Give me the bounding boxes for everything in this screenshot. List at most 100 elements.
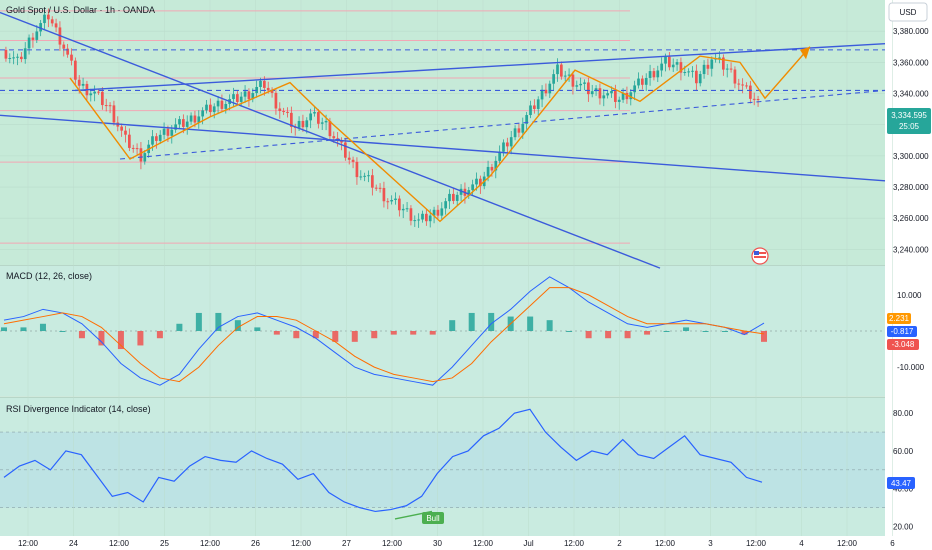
price-tick-label: 3,240.000	[893, 245, 929, 254]
candle-body	[305, 120, 309, 128]
candle-body	[648, 71, 652, 78]
candle-body	[641, 78, 644, 85]
time-axis[interactable]	[0, 536, 885, 550]
candle-body	[386, 201, 390, 203]
time-tick-label: 25	[160, 539, 169, 548]
candle-body	[162, 128, 166, 135]
price-tick-label: 3,260.000	[893, 214, 929, 223]
candle-body	[556, 64, 559, 75]
candle-body	[344, 142, 347, 158]
time-tick-label: 12:00	[564, 539, 585, 548]
macd-histogram-bar	[761, 331, 767, 342]
candle-body	[533, 105, 536, 109]
candle-body	[563, 75, 567, 77]
candle-body	[16, 56, 19, 58]
macd-histogram-bar	[624, 331, 631, 339]
candle-body	[698, 74, 702, 84]
currency-button[interactable]	[888, 2, 928, 22]
histogram-value: -3.048	[892, 340, 915, 349]
candle-body	[552, 74, 555, 84]
candle-body	[332, 136, 336, 139]
candle-body	[62, 44, 66, 49]
macd-histogram-bar	[39, 323, 46, 331]
signal-value: -0.817	[891, 327, 914, 336]
candle-body	[50, 19, 54, 24]
time-tick-label: 2	[617, 539, 622, 548]
rsi-last-value: 43.47	[891, 479, 912, 488]
candle-body	[390, 199, 393, 202]
candle-body	[347, 157, 351, 160]
macd-value: 2.231	[889, 314, 910, 323]
candle-body	[718, 57, 721, 59]
candle-body	[201, 110, 204, 117]
candle-body	[490, 166, 494, 171]
macd-histogram-bar	[527, 316, 534, 331]
time-tick-label: 12:00	[837, 539, 858, 548]
candle-body	[540, 89, 544, 100]
macd-tick-label: -10.000	[897, 363, 925, 372]
time-tick-label: 12:00	[18, 539, 39, 548]
candle-body	[4, 49, 8, 59]
candle-body	[197, 116, 201, 123]
candle-body	[205, 104, 208, 111]
macd-histogram-bar	[683, 327, 690, 331]
candle-body	[31, 37, 35, 40]
macd-histogram-bar	[117, 331, 124, 350]
macd-histogram-bar	[702, 331, 709, 332]
candle-body	[579, 83, 582, 86]
candle-body	[382, 187, 386, 202]
candle-body	[656, 70, 660, 78]
candle-body	[428, 215, 432, 222]
candle-body	[193, 115, 197, 123]
macd-histogram-bar	[663, 331, 670, 332]
candle-body	[251, 93, 255, 100]
candle-body	[328, 120, 332, 137]
candle-body	[124, 130, 127, 135]
candle-body	[629, 92, 633, 100]
candle-body	[35, 31, 39, 40]
price-tick-label: 3,340.000	[893, 90, 929, 99]
candle-body	[425, 213, 428, 222]
candle-body	[54, 23, 58, 28]
candle-body	[12, 57, 15, 59]
candle-body	[232, 94, 235, 100]
candle-body	[151, 136, 154, 145]
candle-body	[43, 14, 46, 24]
candle-body	[695, 70, 698, 84]
candle-body	[421, 213, 424, 220]
candle-body	[679, 62, 683, 73]
projection-arrowhead	[800, 46, 810, 60]
candle-body	[440, 208, 444, 216]
candle-body	[112, 105, 116, 123]
candle-body	[498, 151, 501, 161]
candle-body	[625, 92, 629, 100]
rsi-tick-label: 40.00	[893, 485, 914, 494]
candle-body	[741, 84, 744, 86]
candle-body	[452, 193, 455, 201]
candle-body	[320, 122, 324, 124]
candle-body	[494, 160, 498, 171]
macd-series	[1, 276, 767, 386]
candle-body	[301, 120, 305, 128]
signal-line	[3, 287, 765, 383]
candle-body	[243, 91, 247, 97]
candle-body	[652, 71, 656, 78]
candle-body	[683, 72, 687, 74]
macd-histogram-bar	[176, 323, 183, 331]
candle-body	[583, 82, 586, 84]
candle-body	[737, 83, 741, 85]
candle-body	[286, 111, 289, 113]
macd-pane[interactable]	[0, 266, 885, 396]
candle-body	[174, 124, 177, 130]
candle-body	[602, 95, 606, 99]
candle-body	[637, 78, 640, 86]
candle-body	[521, 123, 525, 133]
candle-body	[509, 137, 513, 147]
us-event-flag-icon[interactable]	[751, 247, 769, 265]
macd-line-badge	[887, 326, 917, 337]
price-axis[interactable]	[885, 0, 932, 550]
price-pane[interactable]	[0, 0, 885, 265]
macd-histogram-bar	[722, 331, 729, 332]
candle-body	[309, 113, 312, 121]
